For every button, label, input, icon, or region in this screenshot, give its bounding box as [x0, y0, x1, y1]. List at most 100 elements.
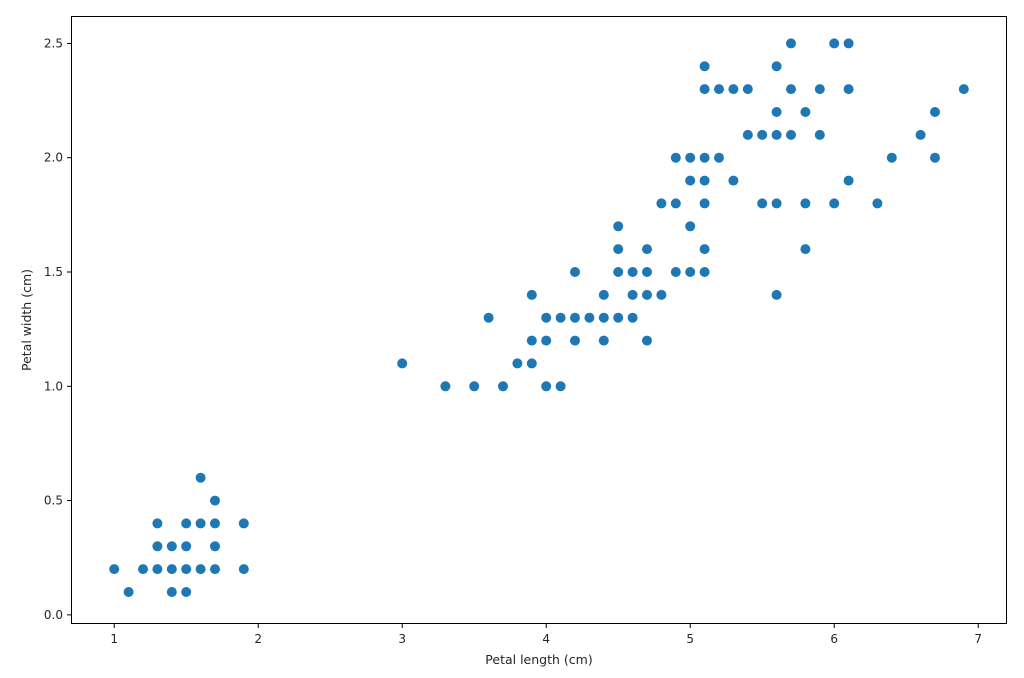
data-point — [570, 335, 580, 346]
data-point — [181, 541, 192, 552]
data-point — [699, 175, 710, 186]
data-point — [670, 267, 681, 277]
data-point — [771, 107, 782, 117]
data-point — [498, 381, 508, 392]
data-point — [786, 129, 796, 140]
data-point — [742, 129, 753, 140]
data-point — [800, 107, 811, 117]
data-point — [930, 107, 940, 117]
data-points — [109, 38, 969, 597]
data-point — [757, 198, 768, 209]
data-point — [210, 495, 220, 506]
data-point — [440, 381, 451, 392]
y-axis: 0.0 0.5 1.0 1.5 2.0 2.5 — [44, 36, 71, 622]
data-point — [166, 564, 177, 575]
data-point — [541, 335, 552, 346]
data-point — [613, 312, 624, 323]
x-tick-label: 2 — [254, 632, 262, 646]
x-tick-label: 7 — [974, 632, 982, 646]
data-point — [699, 198, 710, 209]
data-point — [166, 587, 177, 597]
data-point — [670, 198, 681, 209]
data-point — [123, 587, 134, 597]
data-point — [642, 335, 652, 346]
data-point — [195, 518, 206, 529]
data-point — [238, 518, 249, 529]
data-point — [699, 61, 710, 72]
data-point — [915, 129, 926, 140]
data-point — [210, 518, 220, 529]
y-tick-label: 1.5 — [44, 265, 63, 279]
data-point — [685, 175, 696, 186]
data-point — [541, 381, 552, 392]
data-point — [613, 221, 624, 232]
data-point — [728, 84, 739, 95]
data-point — [843, 38, 854, 49]
data-point — [570, 312, 580, 323]
data-point — [195, 564, 206, 575]
data-point — [195, 472, 206, 483]
data-point — [771, 198, 782, 209]
data-point — [627, 289, 638, 300]
data-point — [181, 518, 192, 529]
y-tick-label: 2.0 — [44, 151, 63, 165]
data-point — [210, 564, 220, 575]
data-point — [699, 84, 710, 95]
data-point — [714, 84, 724, 95]
x-tick-label: 3 — [398, 632, 406, 646]
data-point — [656, 289, 667, 300]
data-point — [771, 61, 782, 72]
data-point — [642, 267, 652, 277]
data-point — [613, 244, 624, 255]
data-point — [958, 84, 969, 95]
data-point — [598, 289, 609, 300]
data-point — [627, 312, 638, 323]
data-point — [685, 267, 696, 277]
data-point — [714, 152, 724, 163]
data-point — [570, 267, 580, 277]
data-point — [397, 358, 408, 369]
data-point — [109, 564, 120, 575]
data-point — [786, 38, 796, 49]
data-point — [800, 244, 811, 255]
data-point — [843, 175, 854, 186]
data-point — [771, 289, 782, 300]
data-point — [656, 198, 667, 209]
data-point — [786, 84, 796, 95]
data-point — [699, 152, 710, 163]
y-axis-title: Petal width (cm) — [19, 269, 34, 371]
data-point — [742, 84, 753, 95]
data-point — [526, 358, 537, 369]
data-point — [238, 564, 249, 575]
x-tick-label: 4 — [542, 632, 550, 646]
data-point — [584, 312, 595, 323]
data-point — [210, 541, 220, 552]
data-point — [800, 198, 811, 209]
x-tick-label: 1 — [110, 632, 118, 646]
data-point — [642, 244, 652, 255]
data-point — [598, 335, 609, 346]
data-point — [627, 267, 638, 277]
data-point — [843, 84, 854, 95]
data-point — [613, 267, 624, 277]
data-point — [829, 198, 840, 209]
data-point — [541, 312, 552, 323]
data-point — [814, 84, 825, 95]
data-point — [670, 152, 681, 163]
data-point — [814, 129, 825, 140]
data-point — [598, 312, 609, 323]
data-point — [181, 587, 192, 597]
data-point — [166, 541, 177, 552]
data-point — [526, 335, 537, 346]
y-tick-label: 1.0 — [44, 379, 63, 393]
data-point — [555, 312, 566, 323]
data-point — [152, 518, 163, 529]
plot-area — [71, 16, 1007, 624]
x-tick-label: 5 — [686, 632, 694, 646]
data-point — [728, 175, 739, 186]
data-point — [512, 358, 523, 369]
y-tick-label: 2.5 — [44, 36, 63, 50]
y-tick-label: 0.0 — [44, 608, 63, 622]
data-point — [181, 564, 192, 575]
